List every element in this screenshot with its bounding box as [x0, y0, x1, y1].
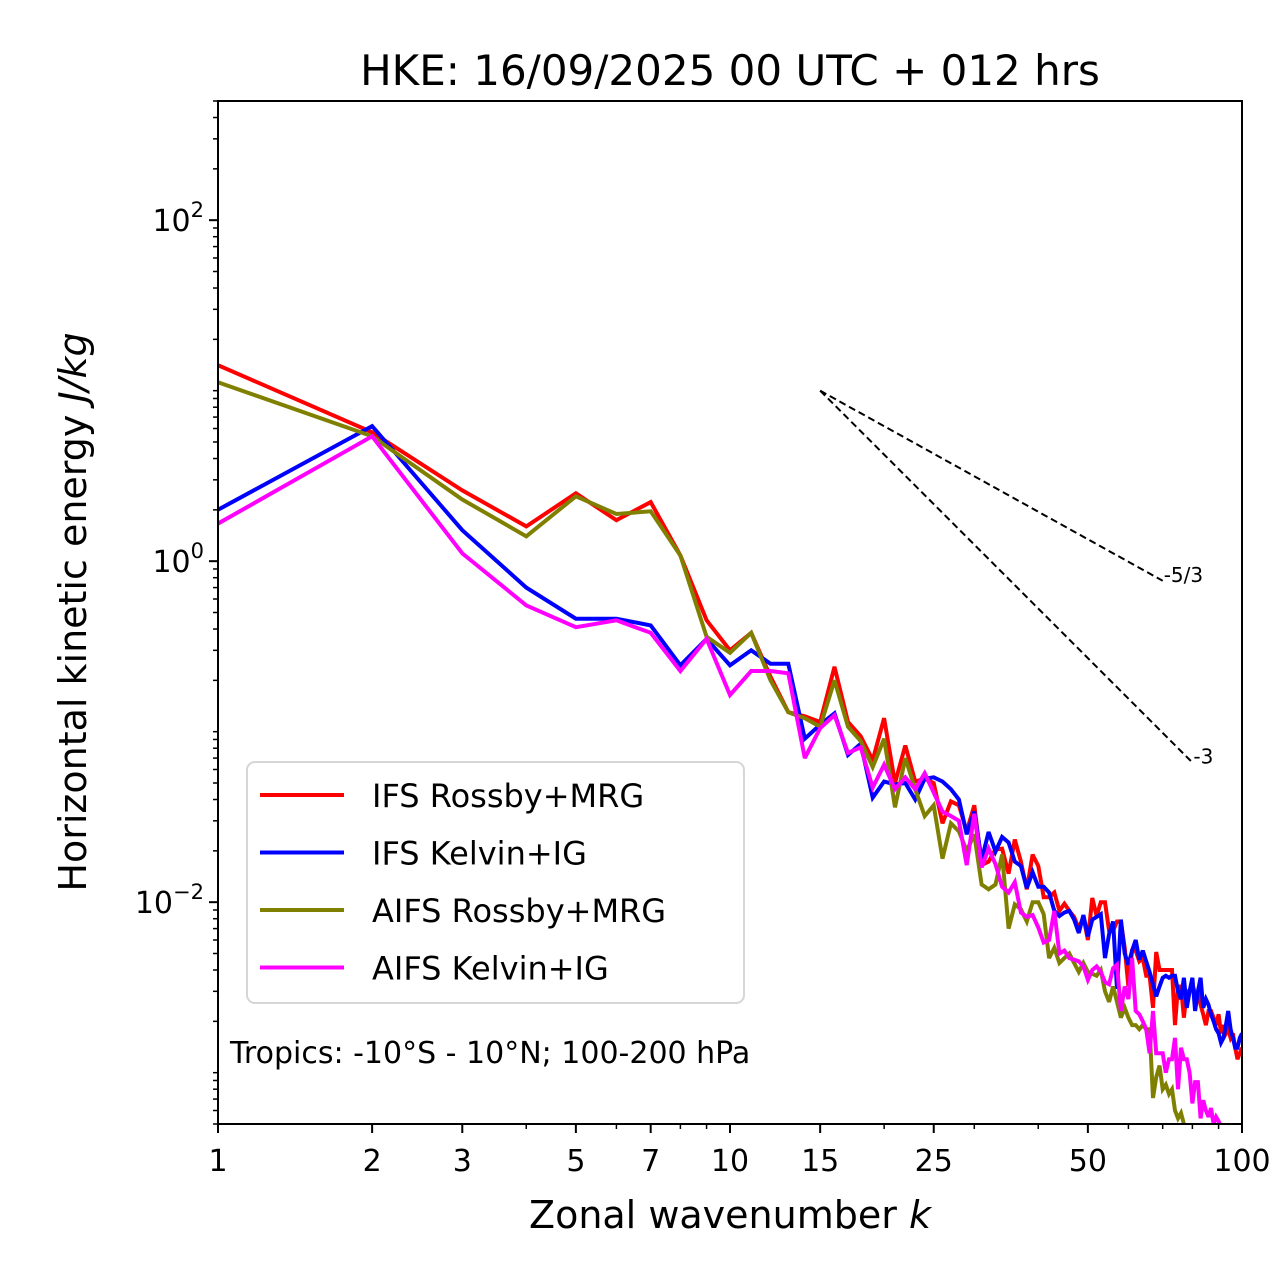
chart-title: HKE: 16/09/2025 00 UTC + 012 hrs: [360, 46, 1100, 95]
legend-item: AIFS Kelvin+IG: [260, 950, 609, 988]
series-line-aifs-kelvin-ig: [218, 433, 1222, 1124]
legend-label: IFS Rossby+MRG: [372, 777, 644, 815]
x-axis-ticks: 1 2 3 5 7 10 15 25 50 100: [208, 1124, 1271, 1179]
x-axis-label: Zonal wavenumber k: [529, 1193, 933, 1237]
reference-slopes: -5/3 -3: [819, 389, 1213, 769]
x-tick-label: 100: [1213, 1144, 1270, 1179]
series-line-ifs-rossby-mrg: [218, 363, 1242, 1060]
legend-label: IFS Kelvin+IG: [372, 835, 587, 873]
legend: IFS Rossby+MRG IFS Kelvin+IG AIFS Rossby+M…: [246, 761, 745, 1004]
legend-box: [246, 761, 745, 1004]
legend-label: AIFS Rossby+MRG: [372, 892, 666, 930]
x-tick-label: 5: [566, 1144, 585, 1179]
x-tick-label: 3: [453, 1144, 472, 1179]
y-tick-label: 100: [152, 539, 204, 580]
y-axis-label-text: Horizontal kinetic energy: [51, 415, 95, 892]
region-annotation: Tropics: -10°S - 10°N; 100-200 hPa: [229, 1036, 750, 1071]
y-axis-label: Horizontal kinetic energy J/kg: [51, 332, 95, 891]
legend-item: AIFS Rossby+MRG: [260, 892, 666, 930]
series-layer: [218, 363, 1242, 1124]
legend-item: IFS Kelvin+IG: [260, 835, 587, 873]
x-axis-label-symbol: k: [909, 1193, 933, 1237]
x-tick-label: 2: [363, 1144, 382, 1179]
y-tick-label: 10−2: [135, 880, 204, 921]
x-tick-label: 1: [208, 1144, 227, 1179]
reference-line-label-1: -5/3: [1164, 563, 1203, 587]
legend-item: IFS Rossby+MRG: [260, 777, 644, 815]
y-axis-label-units: J/kg: [51, 332, 95, 409]
x-tick-label: 15: [801, 1144, 839, 1179]
reference-line-label-2: -3: [1193, 745, 1213, 769]
x-tick-label: 10: [711, 1144, 749, 1179]
y-axis-ticks: 102 100 10−2: [135, 100, 218, 1125]
x-tick-label: 7: [641, 1144, 660, 1179]
legend-label: AIFS Kelvin+IG: [372, 950, 609, 988]
plot-frame: [217, 100, 1243, 1125]
y-tick-label: 102: [152, 198, 204, 239]
x-tick-label: 25: [915, 1144, 953, 1179]
x-tick-label: 50: [1069, 1144, 1107, 1179]
x-axis-label-text: Zonal wavenumber: [529, 1193, 897, 1237]
